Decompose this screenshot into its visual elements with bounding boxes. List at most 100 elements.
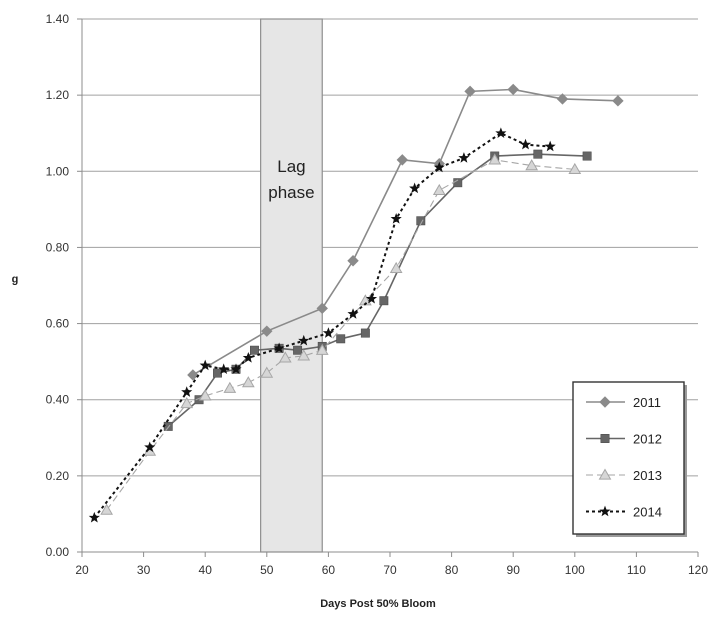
series-2013: [100, 153, 582, 515]
data-point: [533, 149, 543, 159]
legend-item-2011: 2011: [586, 395, 661, 410]
x-tick-label: 120: [688, 563, 708, 577]
data-point: [180, 397, 194, 409]
data-point: [600, 434, 610, 443]
legend: 2011 2012 2013 2014: [572, 381, 687, 537]
data-point: [365, 292, 378, 304]
data-point: [598, 468, 612, 480]
x-tick-label: 30: [137, 563, 151, 577]
data-point: [544, 140, 556, 152]
data-point: [458, 152, 470, 163]
data-point: [315, 343, 329, 355]
series-lines: [88, 83, 624, 523]
data-point: [464, 85, 476, 98]
series-line: [192, 88, 618, 376]
legend-item-2013: 2013: [586, 468, 662, 483]
x-tick-label: 100: [565, 563, 585, 577]
data-point: [297, 349, 311, 361]
data-point: [293, 345, 303, 355]
data-point: [389, 261, 403, 273]
x-tick-label: 20: [75, 563, 89, 577]
lag-phase-box: [260, 18, 323, 553]
legend-item-2014: 2014: [586, 505, 662, 520]
data-point: [230, 363, 242, 374]
y-tick-label: 1.20: [46, 88, 70, 102]
data-point: [582, 151, 592, 161]
data-point: [336, 334, 346, 344]
x-tick-label: 90: [507, 563, 521, 577]
legend-label: 2012: [633, 432, 662, 447]
data-point: [213, 368, 222, 378]
y-tick-label: 1.40: [46, 12, 70, 26]
series-line: [106, 159, 575, 511]
data-point: [360, 328, 370, 338]
data-point: [396, 154, 409, 166]
y-axis-label: g: [12, 274, 19, 286]
data-point: [163, 421, 173, 431]
data-point: [599, 396, 611, 408]
data-point: [187, 369, 199, 381]
data-point: [568, 162, 582, 175]
axes: [77, 18, 699, 557]
data-point: [433, 161, 445, 173]
y-tick-label: 0.20: [46, 469, 70, 483]
data-point: [260, 366, 274, 378]
data-point: [416, 216, 426, 226]
data-point: [379, 296, 389, 306]
data-point: [218, 363, 230, 374]
x-tick-label: 70: [383, 563, 397, 577]
data-point: [242, 351, 254, 363]
data-point: [199, 359, 211, 371]
data-point: [241, 376, 255, 388]
x-tick-label: 50: [260, 563, 274, 577]
data-point: [347, 308, 359, 319]
x-tick-label: 110: [627, 563, 646, 577]
data-point: [144, 441, 156, 453]
y-tick-label: 0.00: [46, 545, 70, 559]
y-tick-label: 1.00: [46, 164, 70, 178]
data-point: [347, 255, 359, 267]
series-line: [167, 153, 588, 427]
data-point: [298, 334, 310, 346]
x-tick-label: 80: [445, 563, 459, 577]
legend-label: 2014: [633, 505, 662, 520]
data-point: [432, 183, 446, 195]
lag-phase-label: Lag: [277, 157, 305, 176]
data-point: [181, 386, 193, 397]
lag-phase-label: phase: [268, 183, 314, 202]
data-point: [198, 389, 212, 401]
data-point: [519, 138, 532, 150]
legend-label: 2011: [633, 395, 661, 410]
y-tick-label: 0.40: [46, 393, 70, 407]
data-point: [322, 327, 334, 338]
legend-item-2012: 2012: [586, 432, 662, 447]
data-point: [278, 351, 292, 363]
data-point: [223, 381, 237, 393]
data-point: [556, 93, 569, 105]
data-point: [390, 213, 402, 224]
x-tick-label: 60: [322, 563, 336, 577]
tick-labels: 20 30 40 50 60 70 80 90 100 110 120 0.00 0.20 0.40 0.6…: [46, 12, 709, 577]
series-2014: [88, 127, 556, 523]
data-point: [261, 325, 273, 337]
gridlines: [82, 18, 698, 477]
lag-phase-region: Lag phase: [260, 18, 323, 553]
data-point: [409, 182, 421, 194]
data-point: [599, 505, 611, 517]
series-2011: [187, 83, 624, 381]
legend-label: 2013: [633, 468, 662, 483]
x-tick-label: 40: [199, 563, 213, 577]
data-point: [525, 159, 539, 171]
data-point: [612, 95, 624, 107]
x-axis-label: Days Post 50% Bloom: [320, 598, 436, 610]
data-point: [88, 511, 100, 523]
data-point: [488, 153, 502, 165]
data-point: [495, 127, 507, 138]
data-point: [273, 342, 285, 354]
y-tick-label: 0.80: [46, 240, 70, 254]
y-tick-label: 0.60: [46, 317, 70, 331]
data-point: [250, 345, 259, 355]
legend-box: [572, 381, 685, 535]
data-point: [100, 503, 114, 515]
